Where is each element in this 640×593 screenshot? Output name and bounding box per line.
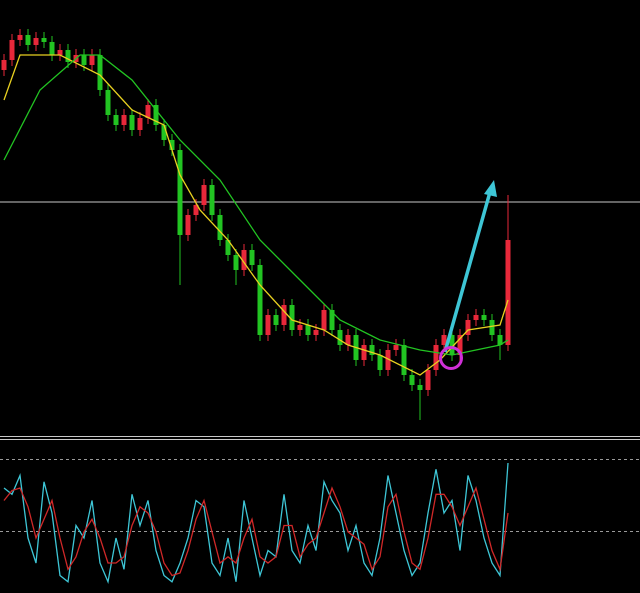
candle-body (449, 335, 455, 355)
candle-body (97, 55, 103, 90)
candle-body (361, 345, 367, 360)
candle-body (281, 305, 287, 325)
candle-body (489, 320, 495, 335)
candle-body (113, 115, 119, 125)
candle-body (33, 38, 39, 45)
candle-body (137, 118, 143, 130)
candle-body (505, 240, 511, 345)
candle-body (297, 325, 303, 330)
candle-body (241, 250, 247, 270)
candle-body (193, 205, 199, 215)
line-d (3, 485, 509, 577)
candle-body (401, 345, 407, 375)
candle-body (433, 345, 439, 370)
candle-body (465, 320, 471, 335)
candle-body (345, 335, 351, 345)
oscillator-panel (3, 462, 509, 585)
candle-body (145, 105, 151, 118)
candle-body (25, 35, 31, 45)
candle-body (169, 140, 175, 150)
candle-body (161, 125, 167, 140)
candle-body (129, 115, 135, 130)
candle-body (289, 305, 295, 330)
candle-body (49, 42, 55, 55)
candle-body (377, 355, 383, 370)
candle-body (225, 240, 231, 255)
candle-body (249, 250, 255, 265)
candle-body (233, 255, 239, 270)
candle-body (481, 315, 487, 320)
candle-body (17, 35, 23, 40)
candle-body (121, 115, 127, 125)
candle-body (9, 40, 15, 60)
candle-body (409, 375, 415, 385)
candle-body (1, 60, 7, 70)
candle-body (457, 335, 463, 355)
candle-body (41, 38, 47, 42)
candle-body (273, 315, 279, 325)
candle-body (209, 185, 215, 215)
candle-body (257, 265, 263, 335)
candle-body (321, 310, 327, 330)
candle-body (153, 105, 159, 125)
candle-body (177, 150, 183, 235)
arrow-head (484, 180, 497, 197)
candle-body (105, 90, 111, 115)
candle-body (265, 315, 271, 335)
candle-body (337, 330, 343, 345)
candle-body (65, 50, 71, 62)
candle-body (305, 325, 311, 335)
candle-body (201, 185, 207, 205)
candle-body (417, 385, 423, 390)
candle-body (393, 345, 399, 350)
candle-body (385, 350, 391, 370)
candle-body (329, 310, 335, 330)
candle-body (497, 335, 503, 345)
candle-body (217, 215, 223, 240)
highlight-circle (439, 346, 463, 370)
candle-body (89, 55, 95, 65)
candle-body (313, 330, 319, 335)
candle-body (185, 215, 191, 235)
candle-body (369, 345, 375, 355)
candle-body (441, 335, 447, 345)
arrow-shaft (443, 191, 492, 353)
candle-body (425, 370, 431, 390)
candle-body (473, 315, 479, 320)
candle-body (81, 55, 87, 65)
candle-body (57, 50, 63, 55)
line-k (3, 462, 509, 585)
